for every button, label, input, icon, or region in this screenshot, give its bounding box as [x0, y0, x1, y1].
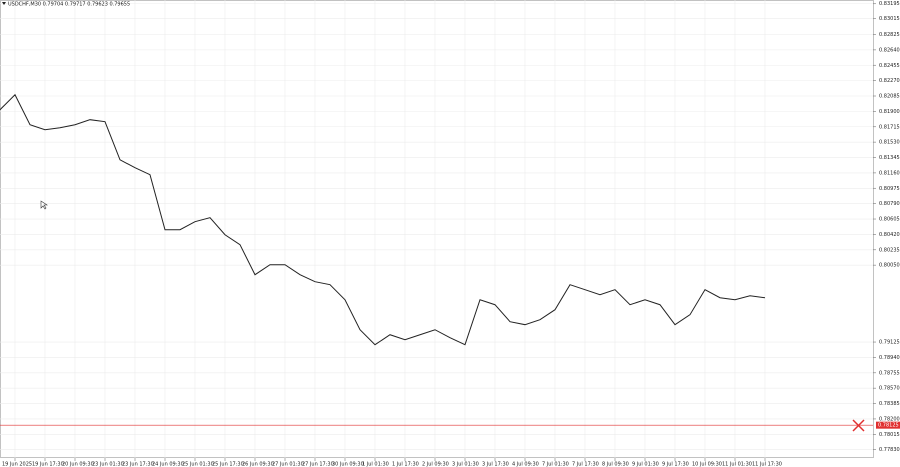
y-tick-label: 0.82455	[879, 63, 900, 69]
y-tick-label: 0.80605	[879, 217, 900, 223]
x-tick-label: 27 Jun 01:30	[272, 462, 304, 467]
y-tick-label: 0.80235	[879, 247, 900, 253]
x-tick-label: 3 Jul 17:30	[482, 462, 509, 467]
x-tick-label: 2 Jul 09:30	[422, 462, 449, 467]
y-tick-label: 0.81900	[879, 109, 900, 115]
x-tick-label: 9 Jul 17:30	[662, 462, 689, 467]
x-tick-label: 1 Jul 17:30	[392, 462, 419, 467]
y-tick-label: 0.81715	[879, 124, 900, 130]
y-tick-label: 0.80420	[879, 232, 900, 238]
y-tick-label: 0.82270	[879, 78, 900, 84]
y-tick-label: 0.78015	[879, 432, 900, 438]
x-tick-label: 1 Jul 01:30	[362, 462, 389, 467]
x-tick-label: 23 Jun 17:30	[122, 462, 154, 467]
y-tick-label: 0.82825	[879, 32, 900, 38]
x-tick-label: 24 Jun 09:30	[152, 462, 184, 467]
x-tick-label: 20 Jun 09:30	[62, 462, 94, 467]
x-tick-label: 23 Jun 01:30	[92, 462, 124, 467]
x-tick-label: 27 Jun 17:30	[302, 462, 334, 467]
y-tick-label: 0.81530	[879, 140, 900, 146]
y-tick-label: 0.80975	[879, 186, 900, 192]
y-tick-label: 0.80790	[879, 201, 900, 207]
x-tick-label: 30 Jun 09:30	[332, 462, 364, 467]
chart-title: USDCHF,M30 0.79704 0.79717 0.79623 0.796…	[8, 2, 130, 8]
y-tick-label: 0.78940	[879, 355, 900, 361]
y-tick-label: 0.82640	[879, 47, 900, 53]
y-tick-label: 0.82085	[879, 94, 900, 100]
y-tick-label: 0.78385	[879, 401, 900, 407]
price-line-series	[0, 93, 766, 346]
x-tick-label: 11 Jul 01:30	[722, 462, 752, 467]
x-tick-label: 11 Jul 17:30	[752, 462, 782, 467]
y-tick-label: 0.78755	[879, 370, 900, 376]
x-tick-label: 8 Jul 09:30	[602, 462, 629, 467]
plot-area	[0, 0, 874, 458]
x-tick-label: 7 Jul 17:30	[572, 462, 599, 467]
x-tick-label: 25 Jun 17:30	[212, 462, 244, 467]
y-tick-label: 0.77830	[879, 447, 900, 453]
x-tick-label: 7 Jul 01:30	[542, 462, 569, 467]
y-tick-label: 0.83195	[879, 1, 900, 7]
y-tick-label: 0.81160	[879, 170, 900, 176]
price-label: 0.78125	[878, 423, 899, 429]
y-tick-label: 0.80050	[879, 263, 900, 269]
y-tick-label: 0.83015	[879, 16, 900, 22]
y-tick-label: 0.81345	[879, 155, 900, 161]
y-tick-label: 0.78200	[879, 416, 900, 422]
x-tick-label: 10 Jul 09:30	[692, 462, 722, 467]
x-tick-label: 4 Jul 09:30	[512, 462, 539, 467]
x-tick-label: 26 Jun 09:30	[242, 462, 274, 467]
x-tick-label: 19 Jun 2025	[2, 462, 32, 467]
cursor	[40, 200, 48, 210]
price-label-bg	[876, 421, 900, 429]
x-tick-label: 19 Jun 17:30	[32, 462, 64, 467]
y-tick-label: 0.79125	[879, 340, 900, 346]
menu-arrow[interactable]	[2, 2, 6, 5]
x-tick-label: 9 Jul 01:30	[632, 462, 659, 467]
y-tick-label: 0.78570	[879, 386, 900, 392]
x-tick-label: 25 Jun 01:30	[182, 462, 214, 467]
x-tick-label: 3 Jul 01:30	[452, 462, 479, 467]
